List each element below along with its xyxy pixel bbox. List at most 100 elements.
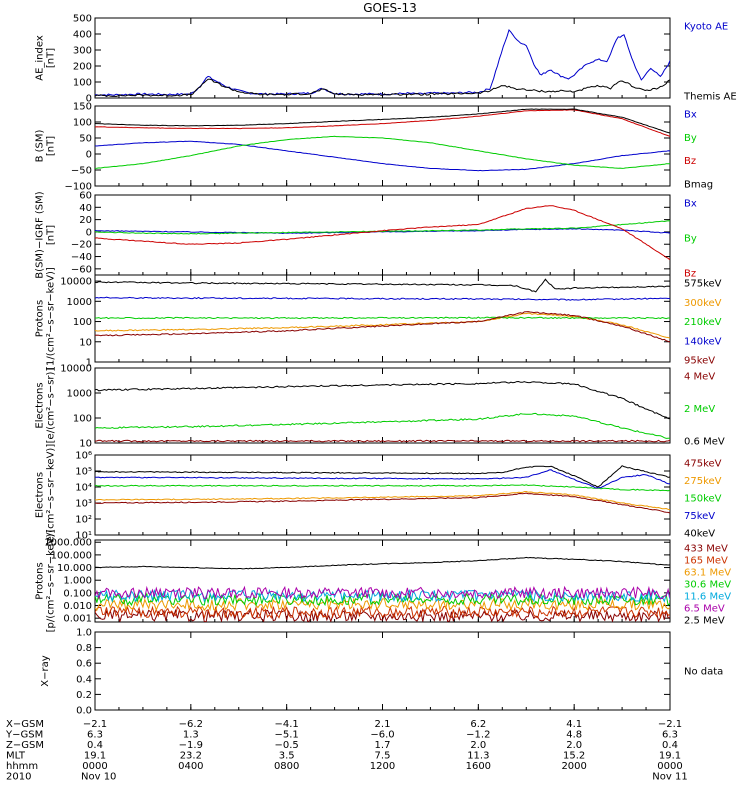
y-tick-label: 0.4 bbox=[76, 674, 92, 685]
legend-label: 210keV bbox=[684, 317, 722, 328]
ephemeris-label: Y−GSM bbox=[5, 730, 43, 741]
panel-frame bbox=[94, 367, 671, 444]
y-tick-label: 300 bbox=[73, 46, 92, 57]
panel-frame bbox=[94, 105, 671, 187]
series-group bbox=[95, 465, 670, 514]
series-group bbox=[95, 29, 670, 98]
legend-label: 2.5 MeV bbox=[684, 616, 725, 627]
ephemeris-value: −2.1 bbox=[658, 719, 682, 730]
series-line-433-mev bbox=[95, 608, 670, 622]
panel-bsm: −100 −50 0 50 100 150 B (SM) [nT] Bx By Bz Bmag bbox=[35, 102, 714, 193]
panel-ae: 0 100 200 300 400 500 AE_index [nT] Kyoto AE Them… bbox=[35, 14, 737, 105]
panel-xray: 0.0 0.2 0.4 0.6 0.8 1.0 X−ray No data bbox=[40, 628, 723, 717]
y-tick-label: 100 bbox=[73, 118, 92, 129]
ephemeris-value: 3.5 bbox=[279, 751, 295, 762]
legend-label: 475keV bbox=[684, 459, 722, 470]
legend-label: Bx bbox=[684, 199, 697, 210]
series-line-475kev bbox=[95, 492, 670, 514]
ephemeris-value: 7.5 bbox=[375, 751, 391, 762]
series-line-575kev bbox=[95, 278, 670, 293]
panel-frame bbox=[94, 194, 671, 276]
y-tick-label: 50 bbox=[79, 134, 92, 145]
ephemeris-row: 2010 Nov 10 Nov 11 bbox=[6, 772, 688, 783]
y-tick-label: 0.8 bbox=[76, 643, 92, 654]
y-tick-label: 100 bbox=[73, 78, 92, 89]
series-line-2.5-mev bbox=[95, 556, 670, 570]
y-tick-label: 10 bbox=[79, 439, 92, 450]
y-axis-label: [e/(cm²−s−sr−keV)] bbox=[46, 444, 57, 547]
series-line-themis-ae bbox=[95, 78, 670, 98]
y-tick-label: 0.6 bbox=[76, 659, 92, 670]
series-line-bx bbox=[95, 140, 670, 172]
ephemeris-value: 15.2 bbox=[563, 751, 585, 762]
y-tick-label: 400 bbox=[73, 30, 92, 41]
legend-label: Bx bbox=[684, 110, 697, 121]
series-group bbox=[95, 108, 670, 172]
series-group bbox=[95, 278, 670, 343]
legend-label: 150keV bbox=[684, 494, 722, 505]
ephemeris-value: −2.1 bbox=[83, 719, 107, 730]
figure-title: GOES-13 bbox=[363, 1, 417, 15]
ephemeris-value: 4.8 bbox=[566, 730, 582, 741]
ephemeris-value: 0.4 bbox=[662, 740, 678, 751]
ephemeris-value: 19.1 bbox=[659, 751, 681, 762]
y-tick-label: −60 bbox=[71, 264, 92, 275]
legend-label: Themis AE bbox=[683, 92, 737, 103]
y-tick-label: −100 bbox=[65, 182, 92, 193]
ephemeris-value: Nov 10 bbox=[81, 772, 116, 783]
no-data-note: No data bbox=[684, 667, 723, 678]
series-line-150kev bbox=[95, 484, 670, 492]
y-tick-label: 1000 bbox=[67, 297, 92, 308]
y-tick-label: 10 bbox=[79, 337, 92, 348]
ephemeris-value: 0400 bbox=[178, 761, 203, 772]
y-tick-label: −40 bbox=[71, 252, 92, 263]
ephemeris-label: X−GSM bbox=[6, 719, 44, 730]
series-line-bz bbox=[95, 109, 670, 138]
series-line-275kev bbox=[95, 490, 670, 511]
series-line-bmag bbox=[95, 108, 670, 134]
ephemeris-row: Z−GSM 0.4 −1.9 −0.5 1.7 2.0 2.0 0.4 bbox=[6, 740, 678, 751]
y-tick-label: 0 bbox=[86, 94, 92, 105]
y-axis-label: B(SM)−IGRF (SM) bbox=[35, 191, 46, 278]
y-tick-label: 40 bbox=[79, 203, 92, 214]
y-tick-label: 100 bbox=[73, 317, 92, 328]
ephemeris-row: MLT 19.1 23.2 3.5 7.5 11.3 15.2 19.1 bbox=[6, 751, 681, 762]
legend-label: 2 MeV bbox=[684, 404, 715, 415]
y-axis-label: Protons bbox=[35, 562, 46, 599]
series-group bbox=[95, 380, 670, 443]
ephemeris-value: 11.3 bbox=[467, 751, 489, 762]
series-line-95kev bbox=[95, 311, 670, 343]
ephemeris-value: −0.5 bbox=[275, 740, 299, 751]
y-tick-label: 10.000 bbox=[57, 563, 92, 574]
y-tick-label: 200 bbox=[73, 62, 92, 73]
ephemeris-value: 0000 bbox=[82, 761, 107, 772]
y-axis-label: B (SM) bbox=[35, 129, 46, 162]
series-line-40kev bbox=[95, 465, 670, 488]
legend-label: 0.6 MeV bbox=[684, 437, 725, 448]
legend-label: 95keV bbox=[684, 356, 715, 367]
legend-label: Bmag bbox=[684, 180, 713, 191]
y-tick-label: 100 bbox=[73, 414, 92, 425]
ephemeris-value: 2.0 bbox=[470, 740, 486, 751]
ephemeris-value: 0000 bbox=[657, 761, 682, 772]
ephemeris-value: −1.9 bbox=[179, 740, 203, 751]
legend-label: 433 MeV bbox=[684, 544, 728, 555]
y-tick-label: 0.001 bbox=[63, 614, 92, 625]
ephemeris-value: −4.1 bbox=[275, 719, 299, 730]
y-tick-label: 20 bbox=[79, 215, 92, 226]
y-axis-label: Electrons bbox=[35, 472, 46, 518]
y-tick-label: 0 bbox=[86, 227, 92, 238]
legend-label: By bbox=[684, 234, 697, 245]
ephemeris-row: hhmm 0000 0400 0800 1200 1600 2000 0000 bbox=[6, 761, 683, 772]
legend-label: 140keV bbox=[684, 336, 722, 347]
ephemeris-value: 4.1 bbox=[566, 719, 582, 730]
y-axis-label: [nT] bbox=[46, 136, 57, 156]
ephemeris-value: 2.0 bbox=[566, 740, 582, 751]
legend-label: Kyoto AE bbox=[684, 22, 728, 33]
y-axis-label: [p/(cm²−s−sr−keV)] bbox=[46, 530, 57, 633]
ephemeris-value: 1.3 bbox=[183, 730, 199, 741]
y-tick-label: 100.000 bbox=[51, 550, 92, 561]
